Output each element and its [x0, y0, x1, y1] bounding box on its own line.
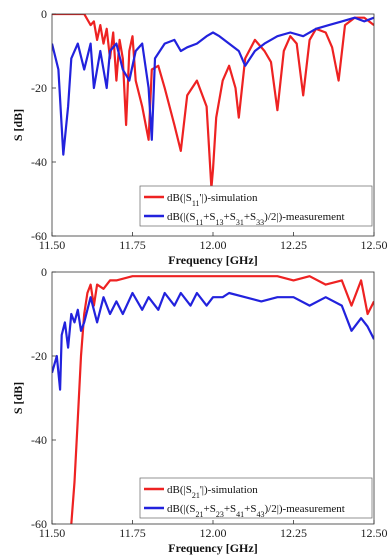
x-tick-label: 12.25	[280, 238, 307, 252]
series-line-measurement	[52, 291, 374, 391]
legend-label: dB(|S21'|)-simulation	[167, 484, 258, 500]
legend-box	[139, 185, 373, 227]
x-tick-label: 12.50	[361, 526, 388, 540]
series-line-simulation	[70, 275, 374, 524]
y-tick-label: -60	[31, 229, 47, 243]
y-tick-label: -60	[31, 517, 47, 531]
legend-label: dB(|(S11+S13+S31+S33)/2|)-measurement	[167, 211, 345, 227]
chart-panel-1: 11.50 11.75 12.00 12.25 12.50 0 -20 -40 -60 Frequ…	[11, 7, 388, 267]
y-tick-label: -40	[31, 433, 47, 447]
y-tick-label: -40	[31, 155, 47, 169]
x-tick-label: 12.00	[200, 238, 227, 252]
y-tick-label: -20	[31, 81, 47, 95]
x-tick-label: 12.25	[280, 526, 307, 540]
x-tick-label: 11.50	[39, 238, 66, 252]
x-axis-label: Frequency [GHz]	[168, 541, 257, 555]
series-line-measurement	[52, 16, 374, 156]
x-tick-label: 11.75	[119, 526, 146, 540]
x-axis-label: Frequency [GHz]	[168, 253, 257, 267]
x-tick-label: 12.50	[361, 238, 388, 252]
series-line-simulation	[52, 14, 374, 189]
legend-label: dB(|(S21+S23+S41+S43)/2|)-measurement	[167, 503, 345, 519]
legend-box	[139, 477, 373, 519]
y-axis-label: S [dB]	[11, 382, 25, 414]
legend: dB(|S21'|)-simulation dB(|(S21+S23+S41+S4…	[139, 477, 373, 519]
x-tick-label: 12.00	[200, 526, 227, 540]
y-tick-label: 0	[41, 265, 47, 279]
legend: dB(|S11'|)-simulation dB(|(S11+S13+S31+S3…	[139, 185, 373, 227]
x-tick-label: 11.50	[39, 526, 66, 540]
y-tick-label: 0	[41, 7, 47, 21]
x-tick-label: 11.75	[119, 238, 146, 252]
legend-label: dB(|S11'|)-simulation	[167, 192, 258, 208]
y-axis-label: S [dB]	[11, 109, 25, 141]
chart-panel-2: 11.50 11.75 12.00 12.25 12.50 0 -20 -40 -60 Frequ…	[11, 265, 388, 555]
y-tick-label: -20	[31, 349, 47, 363]
